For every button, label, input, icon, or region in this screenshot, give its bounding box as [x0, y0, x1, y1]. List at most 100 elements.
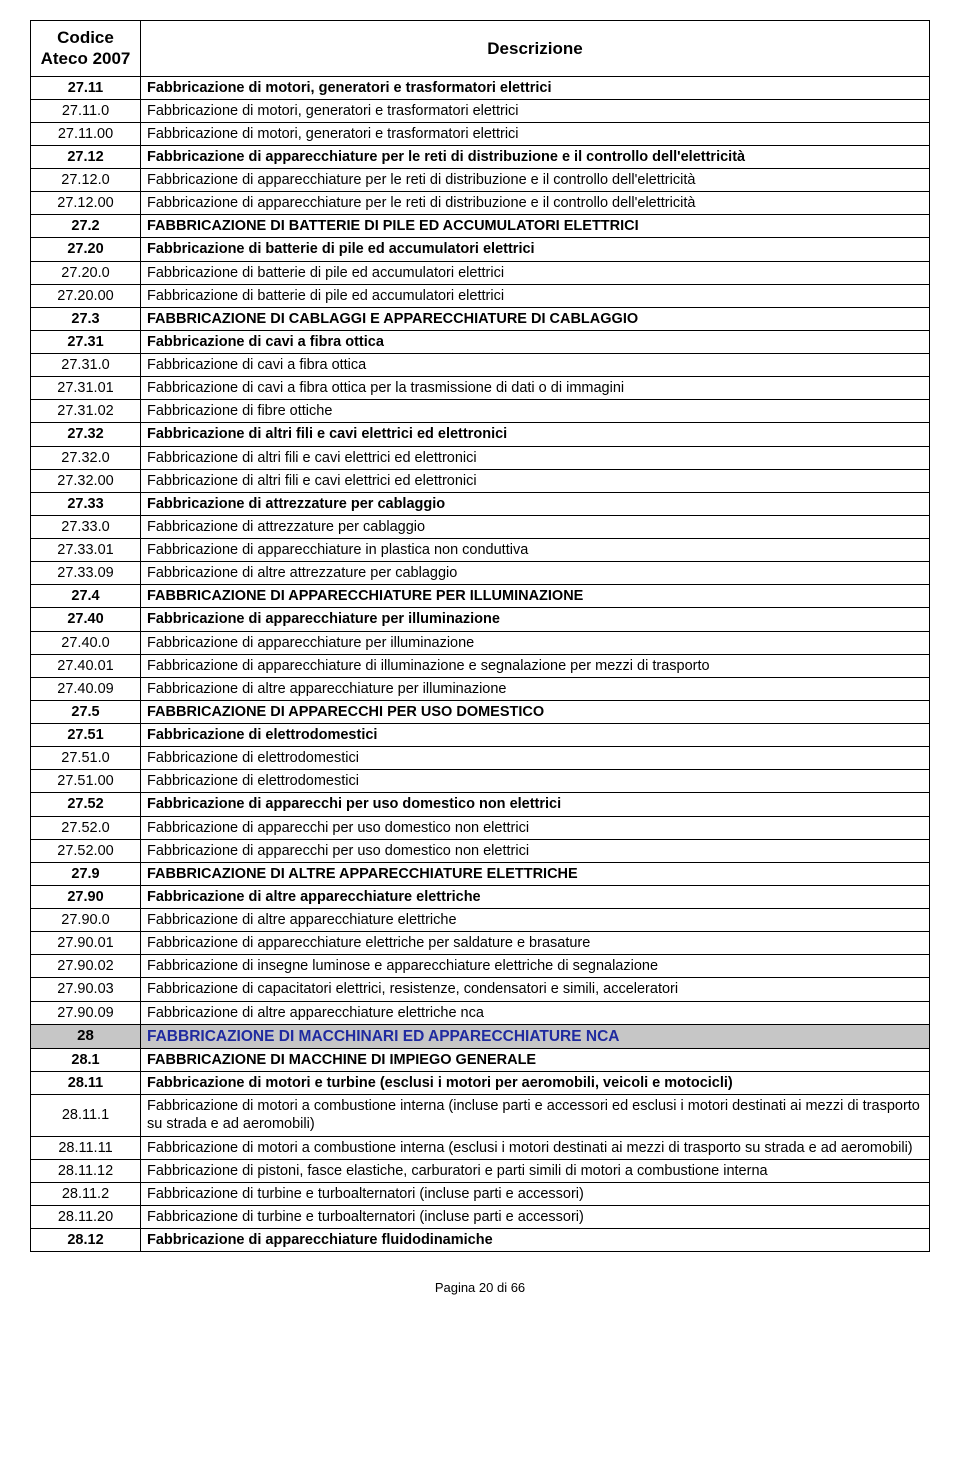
code-cell: 27.31 [31, 330, 141, 353]
desc-cell: FABBRICAZIONE DI ALTRE APPARECCHIATURE E… [141, 862, 930, 885]
table-row: 27.31Fabbricazione di cavi a fibra ottic… [31, 330, 930, 353]
code-cell: 28.11.2 [31, 1182, 141, 1205]
desc-cell: FABBRICAZIONE DI APPARECCHI PER USO DOME… [141, 700, 930, 723]
desc-cell: Fabbricazione di cavi a fibra ottica [141, 354, 930, 377]
desc-cell: Fabbricazione di batterie di pile ed acc… [141, 261, 930, 284]
desc-cell: Fabbricazione di altri fili e cavi elett… [141, 446, 930, 469]
desc-cell: FABBRICAZIONE DI MACCHINARI ED APPARECCH… [141, 1024, 930, 1048]
desc-cell: Fabbricazione di motori a combustione in… [141, 1136, 930, 1159]
table-row: 27.9FABBRICAZIONE DI ALTRE APPARECCHIATU… [31, 862, 930, 885]
code-cell: 27.51 [31, 724, 141, 747]
table-row: 27.32Fabbricazione di altri fili e cavi … [31, 423, 930, 446]
table-row: 28.11.2Fabbricazione di turbine e turboa… [31, 1182, 930, 1205]
desc-cell: Fabbricazione di motori a combustione in… [141, 1095, 930, 1136]
header-desc: Descrizione [141, 21, 930, 77]
table-row: 27.40.09Fabbricazione di altre apparecch… [31, 677, 930, 700]
desc-cell: Fabbricazione di apparecchiature per ill… [141, 608, 930, 631]
code-cell: 27.2 [31, 215, 141, 238]
code-cell: 27.31.01 [31, 377, 141, 400]
table-row: 27.90Fabbricazione di altre apparecchiat… [31, 885, 930, 908]
code-cell: 27.12 [31, 145, 141, 168]
code-cell: 27.90.0 [31, 909, 141, 932]
desc-cell: Fabbricazione di fibre ottiche [141, 400, 930, 423]
desc-cell: Fabbricazione di insegne luminose e appa… [141, 955, 930, 978]
desc-cell: Fabbricazione di apparecchiature in plas… [141, 539, 930, 562]
table-row: 27.51.00Fabbricazione di elettrodomestic… [31, 770, 930, 793]
code-cell: 27.33.09 [31, 562, 141, 585]
code-cell: 27.33 [31, 492, 141, 515]
desc-cell: Fabbricazione di elettrodomestici [141, 747, 930, 770]
code-cell: 28.11.11 [31, 1136, 141, 1159]
desc-cell: Fabbricazione di altre apparecchiature e… [141, 885, 930, 908]
code-cell: 28.1 [31, 1049, 141, 1072]
table-row: 27.12.00Fabbricazione di apparecchiature… [31, 192, 930, 215]
table-row: 27.52Fabbricazione di apparecchi per uso… [31, 793, 930, 816]
code-cell: 28 [31, 1024, 141, 1048]
desc-cell: Fabbricazione di apparecchiature per le … [141, 169, 930, 192]
desc-cell: Fabbricazione di altri fili e cavi elett… [141, 423, 930, 446]
table-row: 27.3FABBRICAZIONE DI CABLAGGI E APPARECC… [31, 307, 930, 330]
code-cell: 27.32.00 [31, 469, 141, 492]
desc-cell: Fabbricazione di motori, generatori e tr… [141, 99, 930, 122]
ateco-table: Codice Ateco 2007 Descrizione 27.11Fabbr… [30, 20, 930, 1252]
code-cell: 27.52.00 [31, 839, 141, 862]
code-cell: 27.90.02 [31, 955, 141, 978]
code-cell: 27.33.0 [31, 515, 141, 538]
table-row: 27.52.0Fabbricazione di apparecchi per u… [31, 816, 930, 839]
desc-cell: Fabbricazione di apparecchi per uso dome… [141, 793, 930, 816]
code-cell: 28.11.1 [31, 1095, 141, 1136]
table-row: 27.31.01Fabbricazione di cavi a fibra ot… [31, 377, 930, 400]
code-cell: 27.12.0 [31, 169, 141, 192]
header-code: Codice Ateco 2007 [31, 21, 141, 77]
code-cell: 27.5 [31, 700, 141, 723]
table-row: 27.40.0Fabbricazione di apparecchiature … [31, 631, 930, 654]
desc-cell: Fabbricazione di apparecchiature per ill… [141, 631, 930, 654]
code-cell: 27.11.00 [31, 122, 141, 145]
table-row: 27.11.0Fabbricazione di motori, generato… [31, 99, 930, 122]
table-row: 28.11.12Fabbricazione di pistoni, fasce … [31, 1159, 930, 1182]
table-row: 27.90.09Fabbricazione di altre apparecch… [31, 1001, 930, 1024]
table-row: 27.40.01Fabbricazione di apparecchiature… [31, 654, 930, 677]
table-row: 27.40Fabbricazione di apparecchiature pe… [31, 608, 930, 631]
table-row: 28.11.20Fabbricazione di turbine e turbo… [31, 1205, 930, 1228]
desc-cell: Fabbricazione di elettrodomestici [141, 724, 930, 747]
desc-cell: Fabbricazione di motori e turbine (esclu… [141, 1072, 930, 1095]
code-cell: 28.12 [31, 1229, 141, 1252]
table-row: 27.5FABBRICAZIONE DI APPARECCHI PER USO … [31, 700, 930, 723]
desc-cell: Fabbricazione di apparecchiature elettri… [141, 932, 930, 955]
desc-cell: Fabbricazione di motori, generatori e tr… [141, 122, 930, 145]
table-row: 27.90.02Fabbricazione di insegne luminos… [31, 955, 930, 978]
desc-cell: Fabbricazione di apparecchi per uso dome… [141, 816, 930, 839]
desc-cell: Fabbricazione di elettrodomestici [141, 770, 930, 793]
table-row: 27.31.02Fabbricazione di fibre ottiche [31, 400, 930, 423]
code-cell: 27.31.0 [31, 354, 141, 377]
table-row: 27.51Fabbricazione di elettrodomestici [31, 724, 930, 747]
desc-cell: Fabbricazione di apparecchiature per le … [141, 192, 930, 215]
table-row: 27.12Fabbricazione di apparecchiature pe… [31, 145, 930, 168]
table-row: 27.32.00Fabbricazione di altri fili e ca… [31, 469, 930, 492]
table-row: 28.1FABBRICAZIONE DI MACCHINE DI IMPIEGO… [31, 1049, 930, 1072]
table-row: 27.33Fabbricazione di attrezzature per c… [31, 492, 930, 515]
desc-cell: Fabbricazione di attrezzature per cablag… [141, 515, 930, 538]
code-cell: 27.20 [31, 238, 141, 261]
code-cell: 27.12.00 [31, 192, 141, 215]
header-code-line1: Codice [57, 28, 114, 47]
table-row: 28.11.11Fabbricazione di motori a combus… [31, 1136, 930, 1159]
code-cell: 27.11.0 [31, 99, 141, 122]
desc-cell: Fabbricazione di turbine e turboalternat… [141, 1205, 930, 1228]
table-row: 27.2FABBRICAZIONE DI BATTERIE DI PILE ED… [31, 215, 930, 238]
code-cell: 27.40.01 [31, 654, 141, 677]
desc-cell: Fabbricazione di batterie di pile ed acc… [141, 238, 930, 261]
code-cell: 27.32.0 [31, 446, 141, 469]
page-footer: Pagina 20 di 66 [30, 1280, 930, 1295]
table-row: 27.20.00Fabbricazione di batterie di pil… [31, 284, 930, 307]
table-row: 27.32.0Fabbricazione di altri fili e cav… [31, 446, 930, 469]
code-cell: 27.52 [31, 793, 141, 816]
code-cell: 28.11 [31, 1072, 141, 1095]
table-row: 27.90.0Fabbricazione di altre apparecchi… [31, 909, 930, 932]
table-row: 27.11.00Fabbricazione di motori, generat… [31, 122, 930, 145]
desc-cell: Fabbricazione di altre apparecchiature e… [141, 1001, 930, 1024]
code-cell: 27.51.0 [31, 747, 141, 770]
code-cell: 27.40.09 [31, 677, 141, 700]
table-row: 27.20.0Fabbricazione di batterie di pile… [31, 261, 930, 284]
